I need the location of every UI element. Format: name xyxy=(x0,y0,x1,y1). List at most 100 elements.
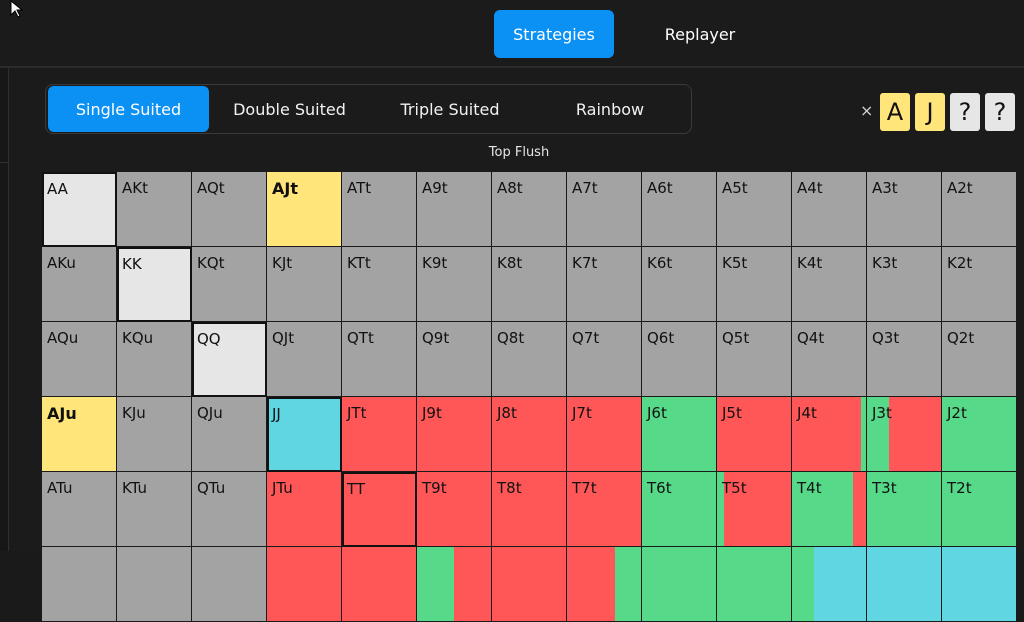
hand-cell-q5t[interactable]: Q5t xyxy=(717,322,792,397)
hand-cell-j9t[interactable]: J9t xyxy=(417,397,492,472)
hand-cell-t7t[interactable]: T7t xyxy=(567,472,642,547)
hand-cell-j6t[interactable]: J6t xyxy=(642,397,717,472)
hand-cell-k7t[interactable]: K7t xyxy=(567,247,642,322)
tab-rainbow[interactable]: Rainbow xyxy=(575,99,645,119)
hand-cell-k3t[interactable]: K3t xyxy=(867,247,942,322)
hand-label: A9t xyxy=(422,179,448,197)
hand-cell-kqt[interactable]: KQt xyxy=(192,247,267,322)
tab-double-suited[interactable]: Double Suited xyxy=(233,99,346,119)
hand-cell-a7t[interactable]: A7t xyxy=(567,172,642,247)
hand-cell-a5t[interactable]: A5t xyxy=(717,172,792,247)
hand-cell-k8t[interactable]: K8t xyxy=(492,247,567,322)
hand-cell-a9t[interactable]: A9t xyxy=(417,172,492,247)
hand-cell-q6t[interactable]: Q6t xyxy=(642,322,717,397)
hand-cell[interactable] xyxy=(642,547,717,622)
hand-cell[interactable] xyxy=(342,547,417,622)
hand-cell-j4t[interactable]: J4t xyxy=(792,397,867,472)
hand-cell-k4t[interactable]: K4t xyxy=(792,247,867,322)
hand-cell-tt[interactable]: TT xyxy=(342,472,417,547)
hand-cell-jtu[interactable]: JTu xyxy=(267,472,342,547)
strategy-fill-green xyxy=(860,397,866,471)
hand-cell-j2t[interactable]: J2t xyxy=(942,397,1017,472)
hand-cell-q4t[interactable]: Q4t xyxy=(792,322,867,397)
hand-cell-k9t[interactable]: K9t xyxy=(417,247,492,322)
hand-cell-jtt[interactable]: JTt xyxy=(342,397,417,472)
hand-cell[interactable] xyxy=(717,547,792,622)
hand-label: AKu xyxy=(47,254,76,272)
strategy-fill-gray xyxy=(267,247,341,321)
hand-cell-ajt[interactable]: AJt xyxy=(267,172,342,247)
hand-cell-aa[interactable]: AA xyxy=(42,172,117,247)
clear-hand-button[interactable]: × xyxy=(860,101,874,120)
tab-triple-suited[interactable]: Triple Suited xyxy=(400,99,500,119)
hand-cell[interactable] xyxy=(417,547,492,622)
hand-cell-ktu[interactable]: KTu xyxy=(117,472,192,547)
hand-cell-t6t[interactable]: T6t xyxy=(642,472,717,547)
hand-card-3[interactable]: ? xyxy=(950,93,980,131)
hand-cell-t8t[interactable]: T8t xyxy=(492,472,567,547)
hand-label: Q4t xyxy=(797,329,825,347)
hand-cell-jj[interactable]: JJ xyxy=(267,397,342,472)
hand-cell-j8t[interactable]: J8t xyxy=(492,397,567,472)
hand-cell[interactable] xyxy=(267,547,342,622)
hand-cell-q9t[interactable]: Q9t xyxy=(417,322,492,397)
hand-cell-qtu[interactable]: QTu xyxy=(192,472,267,547)
hand-cell-j5t[interactable]: J5t xyxy=(717,397,792,472)
hand-cell[interactable] xyxy=(867,547,942,622)
hand-cell-a8t[interactable]: A8t xyxy=(492,172,567,247)
hand-cell[interactable] xyxy=(792,547,867,622)
hand-card-1[interactable]: A xyxy=(880,93,910,131)
hand-cell-k5t[interactable]: K5t xyxy=(717,247,792,322)
strategy-fill-gray xyxy=(792,172,866,246)
hand-cell-t4t[interactable]: T4t xyxy=(792,472,867,547)
hand-label: K4t xyxy=(797,254,823,272)
hand-cell-t3t[interactable]: T3t xyxy=(867,472,942,547)
hand-cell-qjt[interactable]: QJt xyxy=(267,322,342,397)
hand-cell-j3t[interactable]: J3t xyxy=(867,397,942,472)
hand-cell-q7t[interactable]: Q7t xyxy=(567,322,642,397)
hand-label: QJu xyxy=(197,404,223,422)
hand-cell-a6t[interactable]: A6t xyxy=(642,172,717,247)
hand-cell-aju[interactable]: AJu xyxy=(42,397,117,472)
hand-cell-k2t[interactable]: K2t xyxy=(942,247,1017,322)
tab-single-suited[interactable]: Single Suited xyxy=(48,86,209,132)
hand-cell-kju[interactable]: KJu xyxy=(117,397,192,472)
hand-cell-q8t[interactable]: Q8t xyxy=(492,322,567,397)
hand-cell-a4t[interactable]: A4t xyxy=(792,172,867,247)
strategy-fill-gray xyxy=(117,322,191,396)
hand-cell-aqt[interactable]: AQt xyxy=(192,172,267,247)
hand-card-2[interactable]: J xyxy=(915,93,945,131)
hand-cell-k6t[interactable]: K6t xyxy=(642,247,717,322)
strategy-fill-light xyxy=(119,249,190,320)
hand-cell-kjt[interactable]: KJt xyxy=(267,247,342,322)
hand-cell[interactable] xyxy=(567,547,642,622)
hand-cell-ktt[interactable]: KTt xyxy=(342,247,417,322)
hand-cell-j7t[interactable]: J7t xyxy=(567,397,642,472)
hand-cell-a3t[interactable]: A3t xyxy=(867,172,942,247)
hand-cell-aku[interactable]: AKu xyxy=(42,247,117,322)
strategy-fill-light xyxy=(44,174,115,245)
nav-strategies-button[interactable]: Strategies xyxy=(494,10,614,58)
hand-cell[interactable] xyxy=(942,547,1017,622)
hand-cell-kk[interactable]: KK xyxy=(117,247,192,322)
hand-cell-q3t[interactable]: Q3t xyxy=(867,322,942,397)
hand-cell-qju[interactable]: QJu xyxy=(192,397,267,472)
hand-cell-qq[interactable]: QQ xyxy=(192,322,267,397)
hand-cell-t5t[interactable]: T5t xyxy=(717,472,792,547)
hand-cell-atu[interactable]: ATu xyxy=(42,472,117,547)
hand-cell-t9t[interactable]: T9t xyxy=(417,472,492,547)
hand-cell-q2t[interactable]: Q2t xyxy=(942,322,1017,397)
hand-cell-qtt[interactable]: QTt xyxy=(342,322,417,397)
hand-cell-akt[interactable]: AKt xyxy=(117,172,192,247)
hand-cell[interactable] xyxy=(117,547,192,622)
hand-cell-kqu[interactable]: KQu xyxy=(117,322,192,397)
nav-replayer-button[interactable]: Replayer xyxy=(664,24,736,44)
hand-cell[interactable] xyxy=(42,547,117,622)
hand-cell-att[interactable]: ATt xyxy=(342,172,417,247)
hand-cell-a2t[interactable]: A2t xyxy=(942,172,1017,247)
hand-cell-aqu[interactable]: AQu xyxy=(42,322,117,397)
hand-cell[interactable] xyxy=(492,547,567,622)
hand-cell-t2t[interactable]: T2t xyxy=(942,472,1017,547)
hand-card-4[interactable]: ? xyxy=(985,93,1015,131)
hand-cell[interactable] xyxy=(192,547,267,622)
